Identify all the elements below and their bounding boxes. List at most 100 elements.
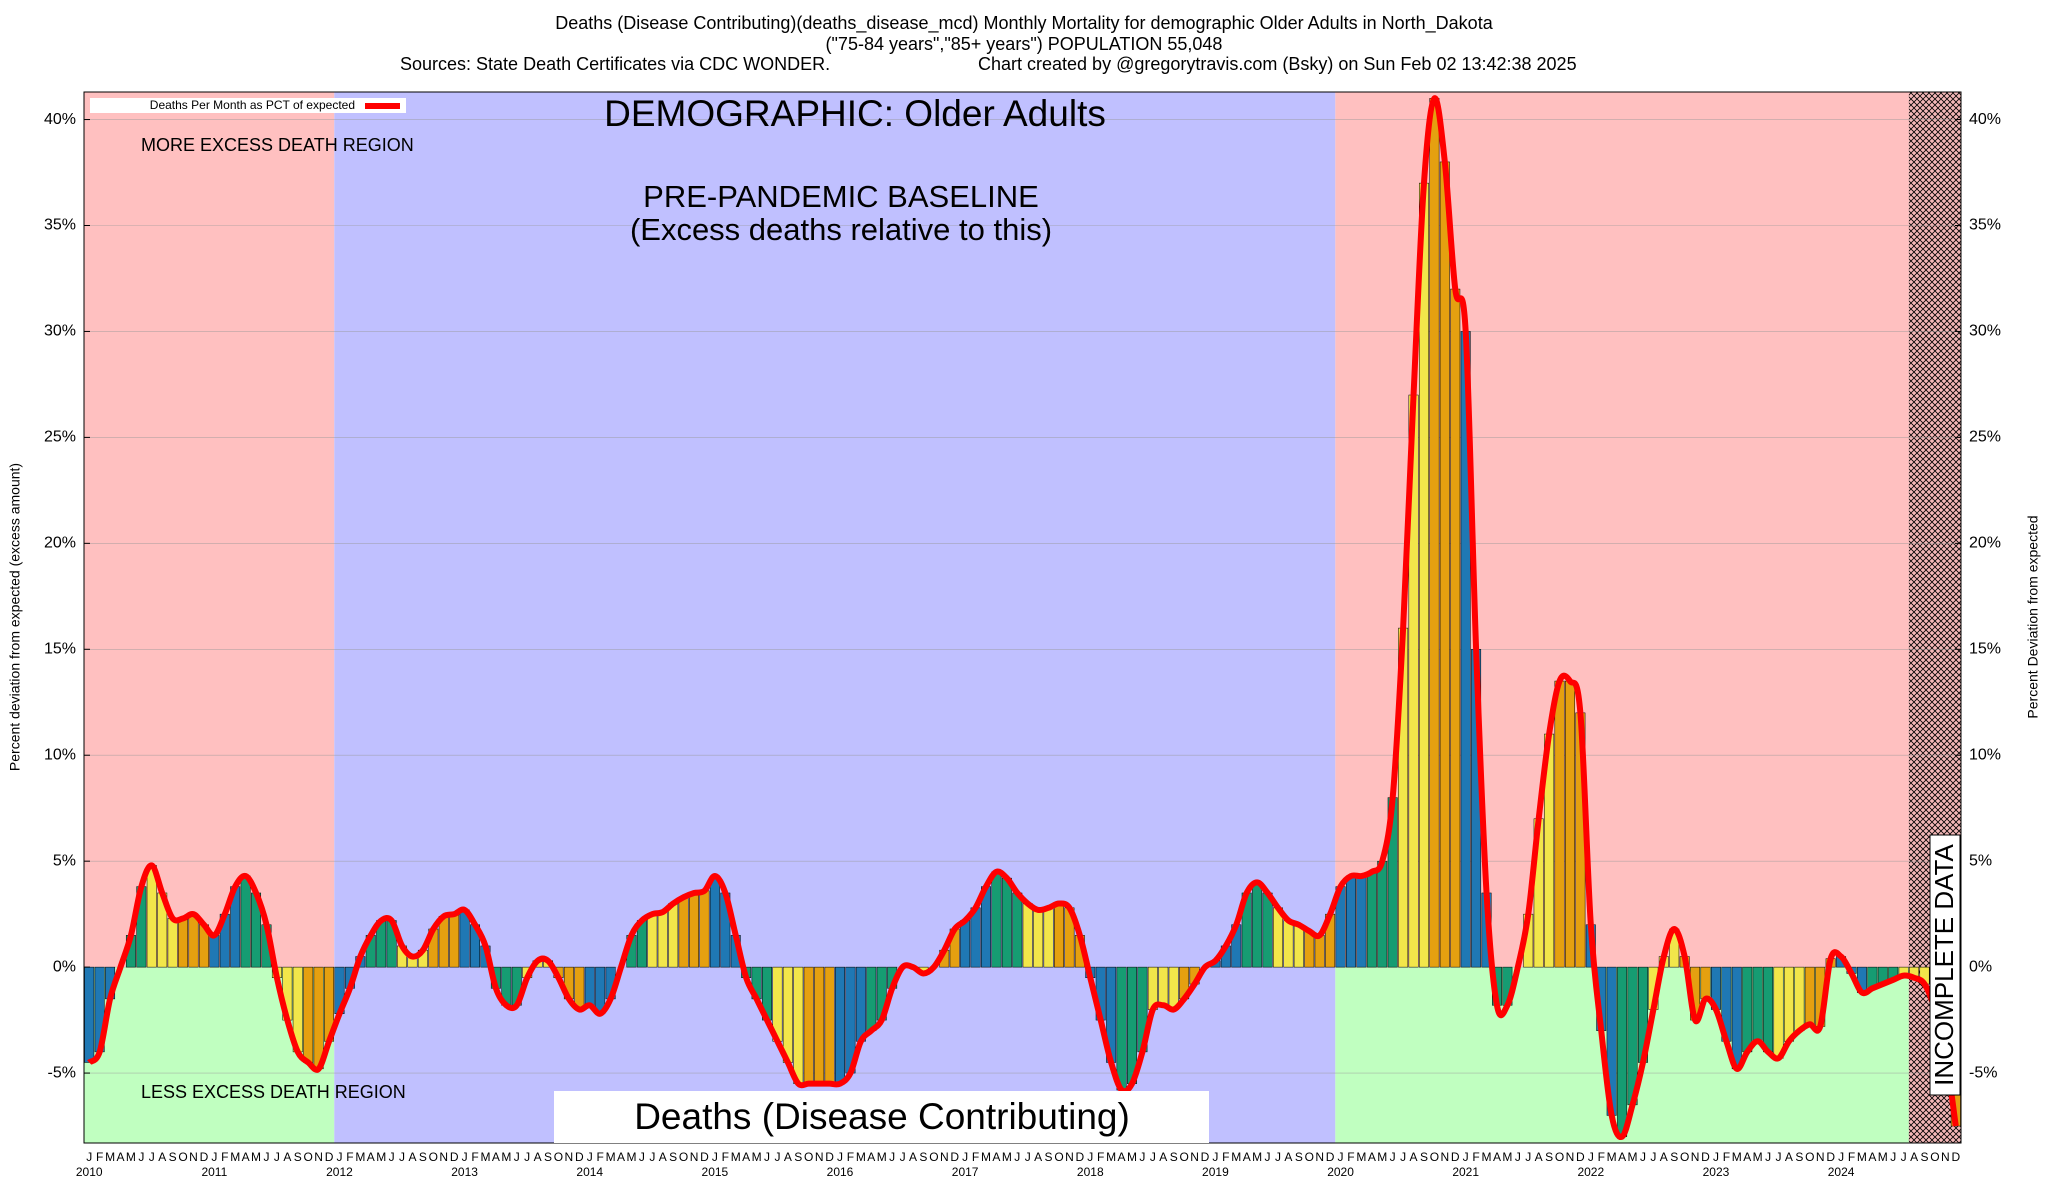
x-month-label: M <box>1377 1150 1387 1164</box>
bar <box>438 916 449 968</box>
bar <box>1564 680 1575 968</box>
x-month-label: J <box>837 1150 843 1164</box>
x-month-label: M <box>1106 1150 1116 1164</box>
x-month-label: J <box>1025 1150 1031 1164</box>
y2-tick-label: 35% <box>1969 217 2001 234</box>
x-month-label: O <box>1054 1150 1063 1164</box>
x-month-label: F <box>722 1150 729 1164</box>
x-month-label: J <box>462 1150 468 1164</box>
x-year-label: 2010 <box>76 1165 103 1179</box>
x-year-label: 2017 <box>952 1165 979 1179</box>
x-month-label: N <box>1065 1150 1074 1164</box>
x-month-label: N <box>1816 1150 1825 1164</box>
bar <box>1283 920 1294 968</box>
x-month-label: D <box>1326 1150 1335 1164</box>
x-year-label: 2014 <box>576 1165 603 1179</box>
x-month-label: J <box>639 1150 645 1164</box>
x-month-label: O <box>1430 1150 1439 1164</box>
bar <box>1773 966 1784 1059</box>
x-month-label: N <box>940 1150 949 1164</box>
x-month-label: J <box>1776 1150 1782 1164</box>
x-month-label: N <box>690 1150 699 1164</box>
x-year-label: 2020 <box>1327 1165 1354 1179</box>
x-month-label: A <box>1368 1150 1376 1164</box>
x-month-label: A <box>1159 1150 1167 1164</box>
x-month-label: M <box>1607 1150 1617 1164</box>
x-month-label: J <box>389 1150 395 1164</box>
x-month-label: J <box>1650 1150 1656 1164</box>
bar <box>188 913 199 968</box>
x-month-label: S <box>1170 1150 1178 1164</box>
baseline-region <box>334 92 1336 1143</box>
x-month-label: M <box>981 1150 991 1164</box>
x-month-label: J <box>274 1150 280 1164</box>
bar <box>574 966 585 1010</box>
x-month-label: D <box>325 1150 334 1164</box>
bar <box>1804 966 1815 1025</box>
y-tick-label: 30% <box>44 323 76 340</box>
x-month-label: S <box>544 1150 552 1164</box>
x-month-label: D <box>575 1150 584 1164</box>
y-tick-label: 15% <box>44 641 76 658</box>
x-month-label: N <box>314 1150 323 1164</box>
x-month-label: A <box>867 1150 875 1164</box>
y2-tick-label: 10% <box>1969 746 2001 763</box>
bar <box>1439 161 1450 968</box>
x-month-label: M <box>105 1150 115 1164</box>
x-month-label: J <box>1640 1150 1646 1164</box>
x-month-label: A <box>1410 1150 1418 1164</box>
x-month-label: N <box>1315 1150 1324 1164</box>
x-month-label: A <box>909 1150 917 1164</box>
x-month-label: M <box>752 1150 762 1164</box>
x-month-label: J <box>514 1150 520 1164</box>
x-month-label: J <box>1150 1150 1156 1164</box>
x-month-label: M <box>1857 1150 1867 1164</box>
x-month-label: A <box>1910 1150 1918 1164</box>
x-year-label: 2018 <box>1077 1165 1104 1179</box>
x-month-label: S <box>794 1150 802 1164</box>
legend-label: Deaths Per Month as PCT of expected <box>150 98 355 112</box>
x-month-label: S <box>1420 1150 1428 1164</box>
annotation: LESS EXCESS DEATH REGION <box>141 1082 406 1102</box>
bar <box>84 966 95 1063</box>
x-year-label: 2024 <box>1828 1165 1855 1179</box>
bar <box>1346 875 1356 968</box>
x-month-label: M <box>1878 1150 1888 1164</box>
x-month-label: D <box>1451 1150 1460 1164</box>
x-month-label: F <box>346 1150 353 1164</box>
y-tick-label: 40% <box>44 111 76 128</box>
x-month-label: J <box>774 1150 780 1164</box>
x-month-label: D <box>1701 1150 1710 1164</box>
x-month-label: J <box>900 1150 906 1164</box>
x-month-label: M <box>355 1150 365 1164</box>
x-month-label: A <box>242 1150 250 1164</box>
bar <box>1752 966 1763 1042</box>
x-month-label: J <box>1713 1150 1719 1164</box>
grid <box>84 119 1961 1074</box>
x-month-label: S <box>1045 1150 1053 1164</box>
annotation: DEMOGRAPHIC: Older Adults <box>604 93 1106 134</box>
bar <box>1366 871 1377 968</box>
bar <box>689 892 699 968</box>
bar <box>960 920 971 968</box>
bar <box>1314 935 1325 968</box>
x-month-label: D <box>200 1150 209 1164</box>
x-month-label: A <box>742 1150 750 1164</box>
excess-region <box>84 92 335 968</box>
bar <box>699 890 710 968</box>
x-month-label: O <box>1930 1150 1939 1164</box>
bar <box>167 918 178 968</box>
bar <box>459 909 470 968</box>
x-month-label: J <box>336 1150 342 1164</box>
sources: Sources: State Death Certificates via CD… <box>400 54 830 74</box>
x-month-label: D <box>700 1150 709 1164</box>
x-month-label: F <box>847 1150 854 1164</box>
x-year-label: 2016 <box>827 1165 854 1179</box>
x-month-label: D <box>950 1150 959 1164</box>
bar <box>178 918 189 968</box>
x-month-label: S <box>669 1150 677 1164</box>
x-year-label: 2011 <box>201 1165 227 1179</box>
x-month-label: J <box>524 1150 530 1164</box>
x-month-label: O <box>1305 1150 1314 1164</box>
